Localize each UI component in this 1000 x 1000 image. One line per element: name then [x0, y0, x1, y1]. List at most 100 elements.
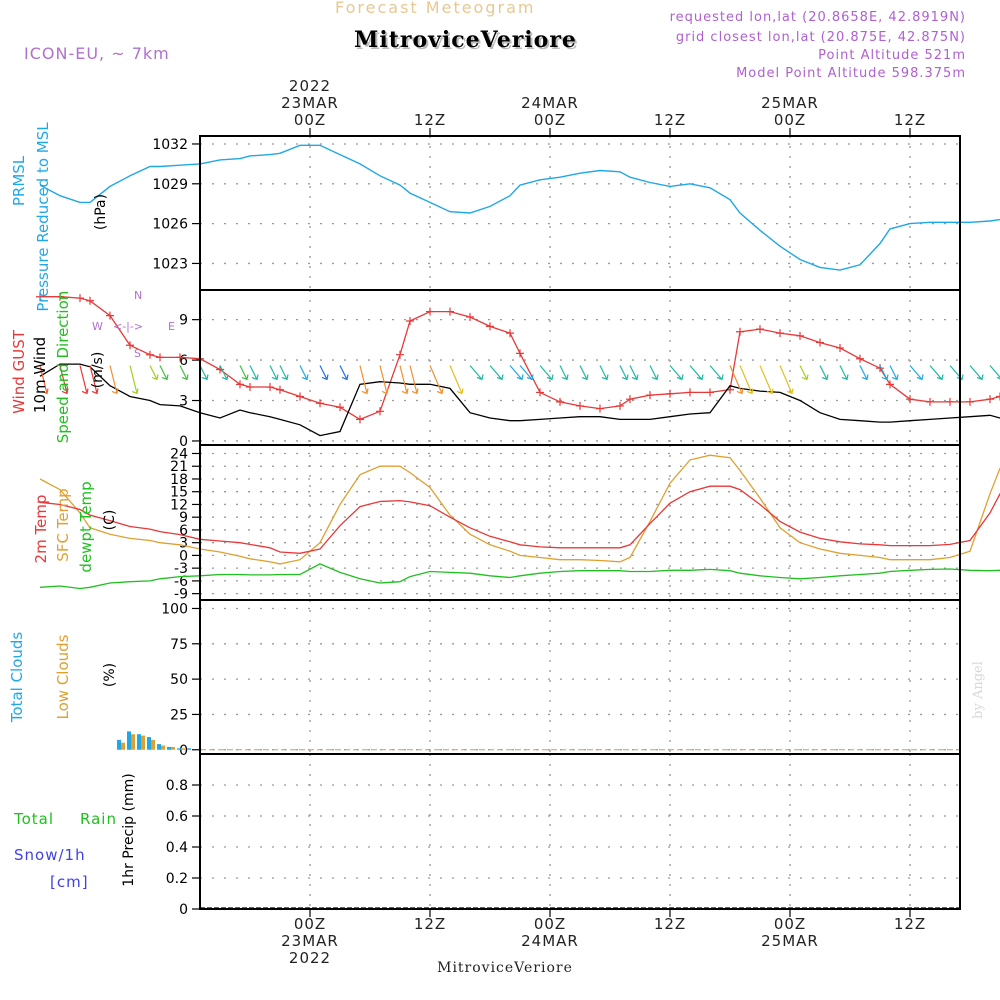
- gust-marker: [396, 350, 404, 359]
- bottom-axis-label: 00Z: [294, 915, 326, 933]
- wind-direction-arrow: [299, 365, 309, 381]
- gust-marker: [86, 296, 94, 305]
- wind-speed-line: [39, 363, 1000, 437]
- wind-direction-arrow: [269, 365, 279, 381]
- total-cloud-bar: [187, 748, 191, 750]
- wind-direction-arrow: [759, 365, 774, 395]
- total-cloud-bar: [167, 746, 171, 750]
- precip-unit-label: 1hr Precip (mm): [121, 773, 137, 886]
- gust-marker: [356, 415, 364, 424]
- temperature-ytick-label: 3: [179, 536, 188, 552]
- wind-direction-arrow: [629, 365, 639, 381]
- gust-marker: [466, 312, 474, 321]
- gust-marker: [36, 292, 44, 301]
- temperature-ytick-label: 24: [170, 446, 188, 462]
- wind-direction-arrow: [709, 365, 724, 381]
- gust-marker: [76, 294, 84, 303]
- model-altitude: Model Point Altitude 598.375m: [736, 66, 966, 81]
- wind-direction-arrow: [379, 365, 389, 395]
- top-axis-label: 12Z: [654, 111, 686, 129]
- wind-direction-arrow: [989, 365, 1000, 380]
- top-axis-label: 25MAR: [761, 94, 819, 112]
- wind-direction-arrow: [319, 365, 329, 381]
- gust-marker: [946, 397, 954, 406]
- gust-marker: [796, 331, 804, 340]
- gust-marker: [706, 388, 714, 397]
- wind-direction-arrow: [339, 365, 349, 381]
- wind-direction-arrow: [89, 365, 99, 395]
- wind-direction-arrow: [279, 365, 289, 381]
- top-axis-label: 2022: [289, 77, 331, 95]
- wind-direction-arrow: [779, 365, 794, 395]
- total-cloud-bar: [177, 748, 181, 750]
- gust-marker: [886, 380, 894, 389]
- gust-marker: [576, 401, 584, 410]
- wind-direction-arrow: [689, 365, 704, 381]
- gust-marker: [536, 388, 544, 397]
- model-label: ICON-EU, ~ 7km: [24, 44, 170, 63]
- wind-direction-arrow: [179, 365, 189, 381]
- wind-direction-arrow: [669, 365, 684, 381]
- gust-marker: [406, 317, 414, 325]
- wind-direction-arrow: [449, 365, 464, 395]
- gust-marker: [616, 401, 624, 410]
- gust-marker: [316, 399, 324, 408]
- wind-direction-arrow: [399, 365, 409, 395]
- gust-marker: [516, 349, 524, 358]
- top-axis-label: 12Z: [414, 111, 446, 129]
- low-cloud-bar: [141, 735, 145, 750]
- total-cloud-bar: [157, 744, 161, 750]
- gust-marker: [146, 350, 154, 359]
- total-cloud-bar: [147, 737, 151, 750]
- low-cloud-bar: [171, 746, 175, 750]
- wind-direction-arrow: [409, 365, 419, 395]
- temperature-ytick-label: 6: [179, 523, 188, 539]
- pressure-ytick-label: 1026: [152, 217, 188, 233]
- bottom-axis-label: 25MAR: [761, 932, 819, 950]
- gust-marker: [176, 353, 184, 362]
- gust-marker: [236, 380, 244, 389]
- gust-marker: [336, 403, 344, 412]
- gust-marker: [506, 329, 514, 338]
- gust-marker: [556, 397, 564, 406]
- pressure-label: PRMSL: [10, 155, 28, 206]
- precip-ytick-label: 0: [179, 902, 188, 918]
- bottom-axis-label: 12Z: [894, 915, 926, 933]
- gust-marker: [276, 385, 284, 394]
- clouds-ytick-label: 100: [161, 601, 188, 617]
- wind-direction-arrow: [859, 365, 869, 381]
- gust-marker: [986, 395, 994, 404]
- wind-direction-arrow: [619, 365, 629, 381]
- gust-marker: [666, 389, 674, 398]
- wind-panel: 0 3 6 9: [179, 290, 960, 450]
- wind-direction-arrow: [509, 365, 524, 381]
- total-label: Total: [13, 810, 54, 828]
- footer-place: MitroviceVeriore: [437, 960, 573, 976]
- wind-direction-arrow: [839, 365, 849, 381]
- sfc-temp-label: SFC Temp: [54, 488, 72, 561]
- total-cloud-bar: [137, 734, 141, 750]
- wind-direction-arrow: [149, 365, 159, 381]
- wind-ytick-label: 9: [179, 313, 188, 329]
- temp-2m-line: [39, 485, 1000, 554]
- dewpoint-line: [39, 563, 1000, 590]
- gust-marker: [56, 292, 64, 301]
- clouds-ytick-label: 50: [170, 672, 188, 688]
- precip-panel: 0 0.2 0.4 0.6 0.8: [166, 754, 960, 918]
- pressure-panel: 1023 1026 1029 1032: [152, 136, 960, 290]
- gust-label: Wind GUST: [10, 329, 28, 414]
- wind-direction-arrow: [879, 365, 889, 381]
- grid-coords: grid closest lon,lat (20.875E, 42.875N): [675, 30, 966, 45]
- top-axis-label: 23MAR: [281, 94, 339, 112]
- clouds-frame: [199, 599, 961, 755]
- wind-direction-arrow: [109, 365, 119, 395]
- gust-marker: [906, 395, 914, 404]
- clouds-ytick-label: 0: [179, 743, 188, 759]
- top-axis-label: 24MAR: [521, 94, 579, 112]
- wind-direction-arrow: [949, 365, 964, 381]
- gust-marker: [966, 397, 974, 406]
- gust-marker: [246, 383, 254, 392]
- gust-marker: [776, 329, 784, 338]
- precip-ytick-label: 0.6: [166, 809, 188, 825]
- gust-marker: [646, 391, 654, 400]
